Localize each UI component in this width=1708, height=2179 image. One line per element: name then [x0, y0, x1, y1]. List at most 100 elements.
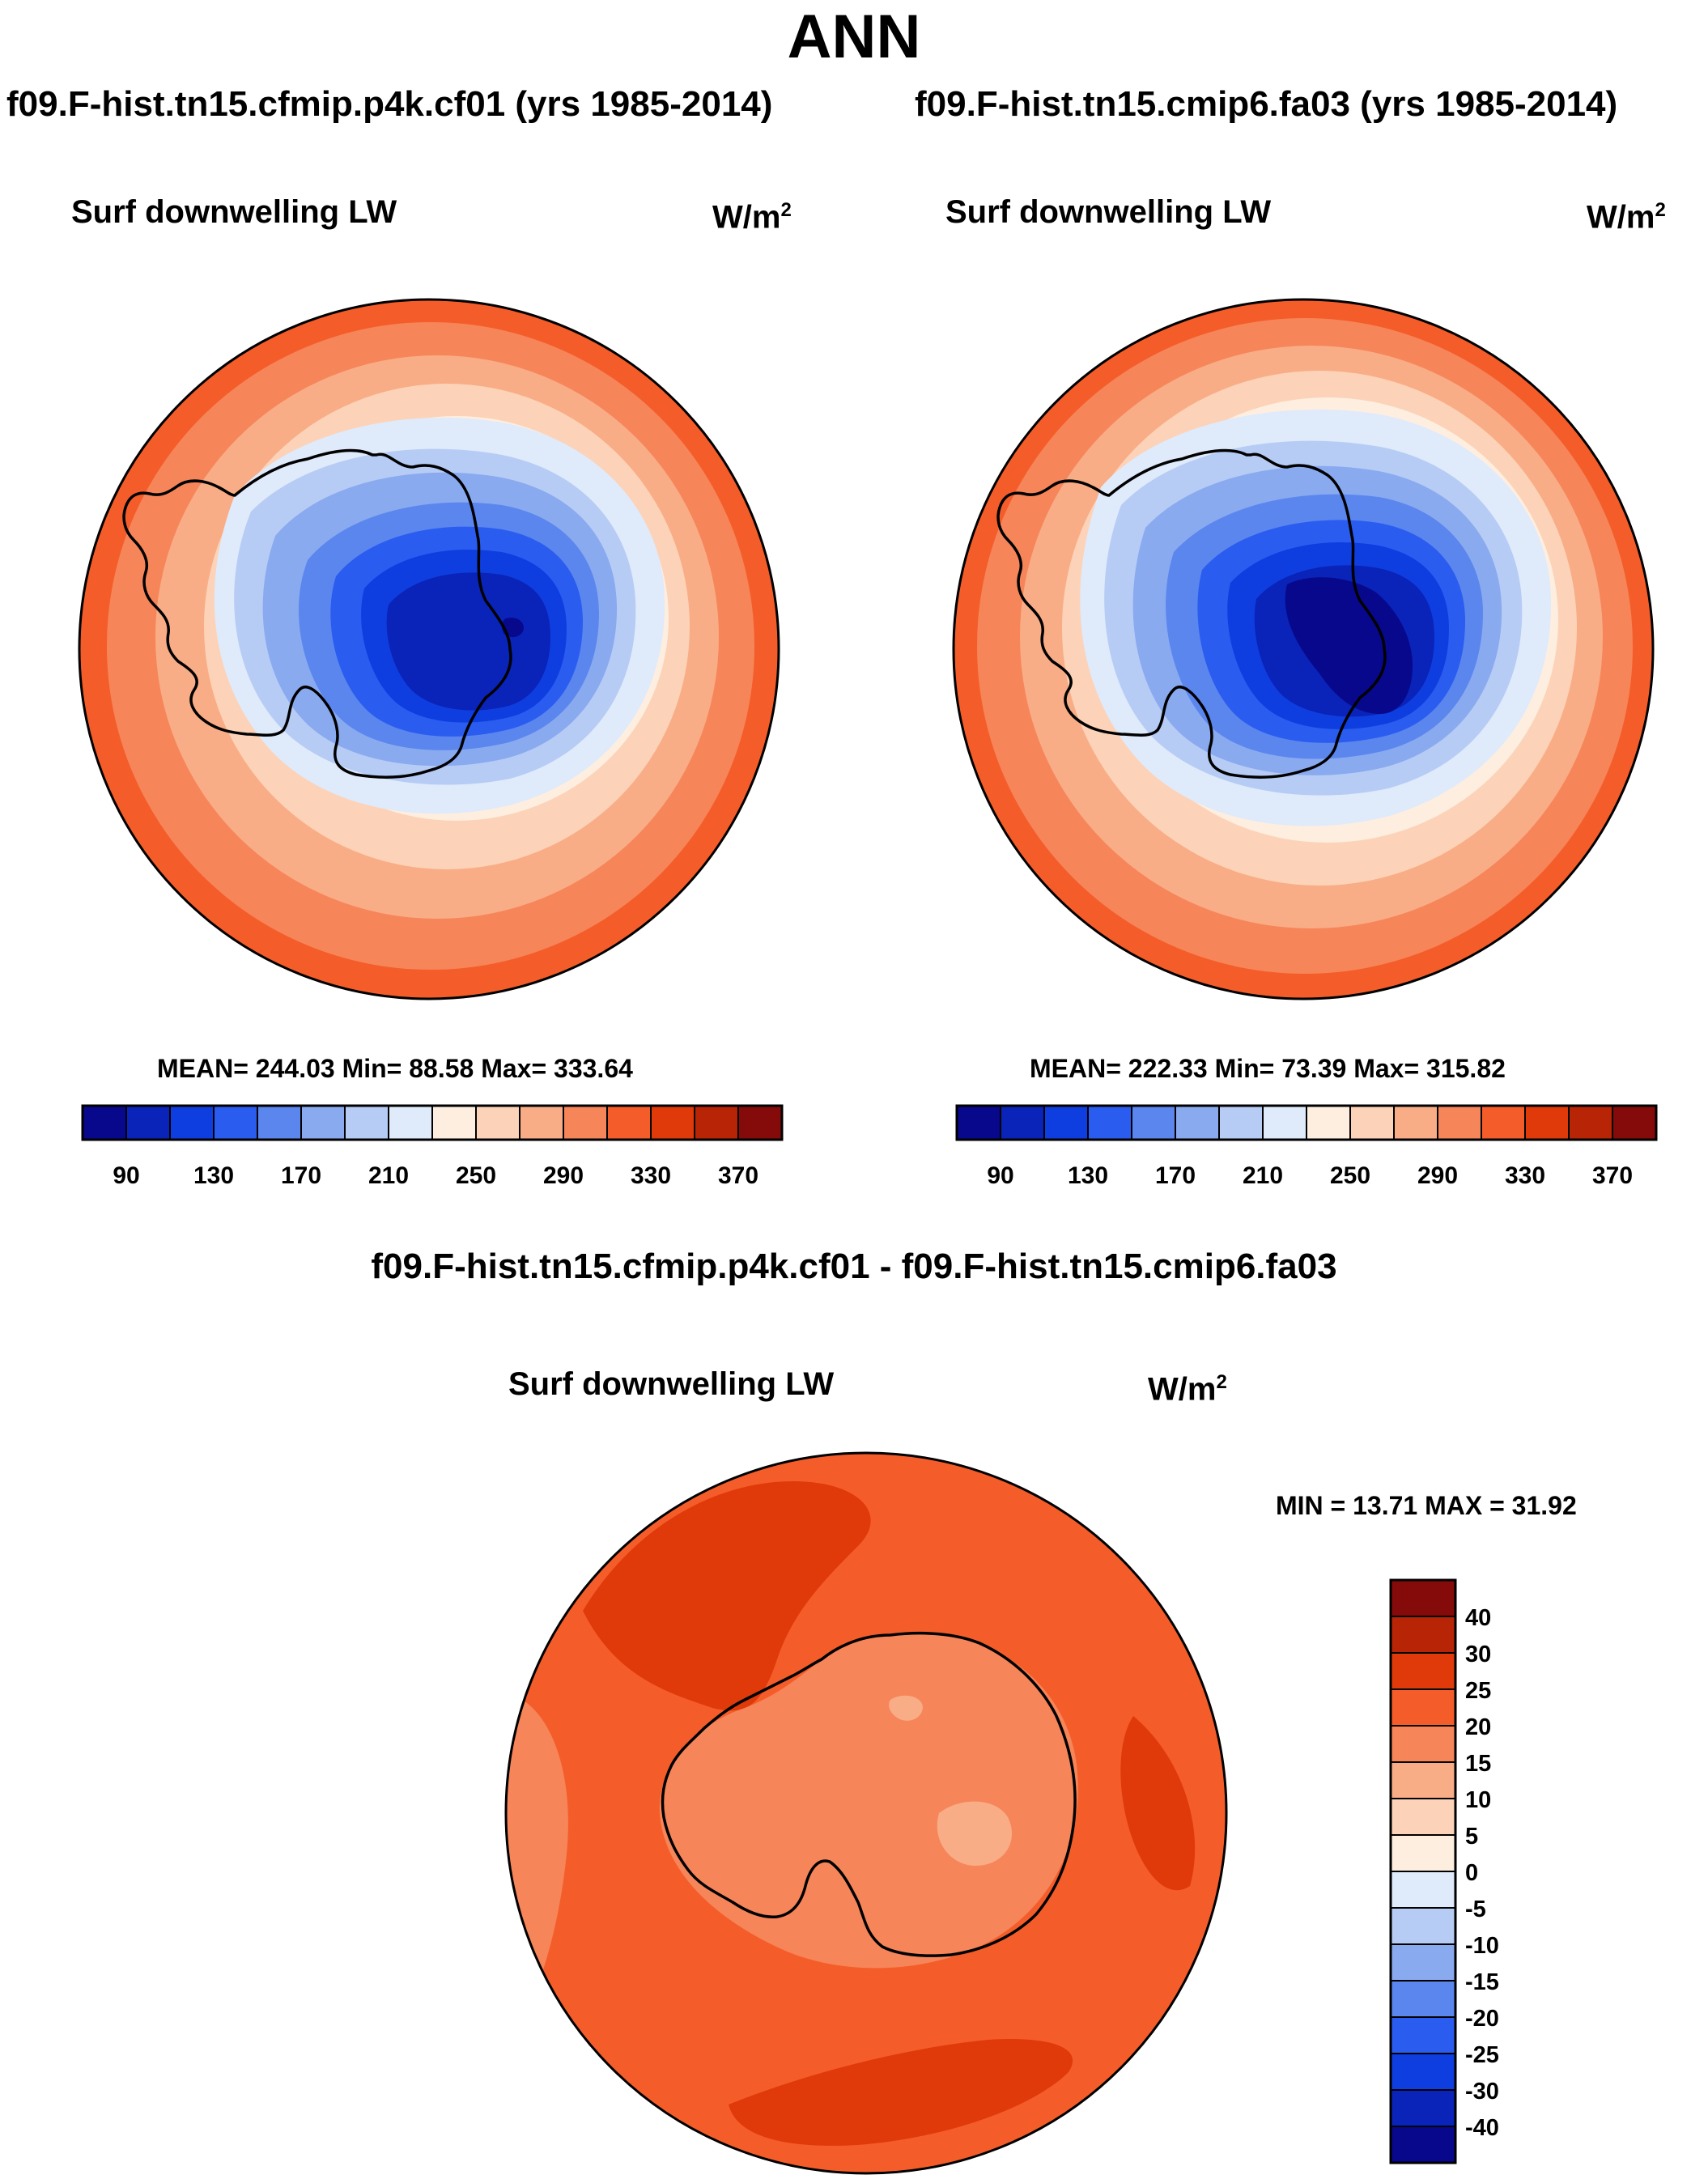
diff-region-north — [583, 1481, 871, 1711]
colorbar-label: -15 — [1465, 1969, 1499, 1995]
colorbar-box — [1390, 1688, 1456, 1727]
colorbar-label: 90 — [113, 1162, 139, 1189]
colorbar-label: -10 — [1465, 1933, 1499, 1959]
diff-panel-title: f09.F-hist.tn15.cfmip.p4k.cf01 - f09.F-h… — [371, 1247, 1337, 1286]
colorbar-label: 210 — [1243, 1162, 1283, 1189]
colorbar-box — [563, 1105, 608, 1140]
colorbar-frame — [81, 1104, 784, 1141]
map-diff-border — [504, 1451, 1228, 2175]
colorbar-box — [213, 1105, 258, 1140]
colorbar-box — [1131, 1105, 1176, 1140]
diff-region-plateau-b — [889, 1695, 923, 1721]
colorbar-label: 370 — [718, 1162, 758, 1189]
panel-left-case-title: f09.F-hist.tn15.cfmip.p4k.cf01 (yrs 1985… — [6, 84, 773, 124]
colorbar-box — [257, 1105, 302, 1140]
colorbar-box — [1390, 1943, 1456, 1981]
colorbar-box — [1390, 1652, 1456, 1690]
colorbar-box — [1043, 1105, 1089, 1140]
panel-left-units: W/m2 — [712, 199, 792, 236]
colorbar-label: 5 — [1465, 1824, 1478, 1850]
diff-panel-variable: Surf downwelling LW — [508, 1366, 835, 1402]
colorbar-box — [650, 1105, 695, 1140]
colorbar-box — [1390, 2053, 1456, 2091]
colorbar-box — [300, 1105, 346, 1140]
colorbar-label: 90 — [987, 1162, 1013, 1189]
colorbar-label: -40 — [1465, 2115, 1499, 2141]
colorbar-box — [1390, 2016, 1456, 2054]
colorbar-box — [1175, 1105, 1220, 1140]
colorbar-diff: 40 30 25 20 15 10 5 0 -5 -10 -15 -20 -25 -30 -40 — [1389, 1578, 1499, 2164]
colorbar-label: 10 — [1465, 1787, 1491, 1813]
colorbar-label: 250 — [1330, 1162, 1370, 1189]
colorbar-label: -25 — [1465, 2042, 1499, 2068]
colorbar-box — [1437, 1105, 1482, 1140]
colorbar-box — [1390, 1834, 1456, 1872]
map-right-border — [952, 298, 1655, 1000]
colorbar-box — [1087, 1105, 1132, 1140]
colorbar-box — [956, 1105, 1001, 1140]
map-left-border — [78, 298, 780, 1000]
antarctica-coastline — [122, 448, 512, 779]
diff-panel-stats: MIN = 13.71 MAX = 31.92 — [1276, 1491, 1577, 1520]
colorbar-left: 90 130 170 210 250 290 330 370 — [81, 1104, 784, 1189]
panel-right-variable: Surf downwelling LW — [945, 194, 1272, 230]
colorbar-box — [1390, 1579, 1456, 1617]
colorbar-label: 330 — [631, 1162, 671, 1189]
diff-region-plateau-a — [937, 1801, 1013, 1866]
antarctica-coastline — [996, 448, 1387, 779]
colorbar-label: 130 — [1068, 1162, 1108, 1189]
colorbar-box — [737, 1105, 783, 1140]
colorbar-label: -20 — [1465, 2006, 1499, 2032]
colorbar-label: -30 — [1465, 2079, 1499, 2105]
colorbar-box — [475, 1105, 520, 1140]
diff-region-south — [729, 2039, 1073, 2146]
colorbar-box — [125, 1105, 171, 1140]
colorbar-right: 90 130 170 210 250 290 330 370 — [955, 1104, 1658, 1189]
colorbar-box — [1262, 1105, 1307, 1140]
colorbar-box — [1390, 1871, 1456, 1909]
colorbar-label: 170 — [1155, 1162, 1196, 1189]
ring-13 — [1285, 577, 1413, 714]
colorbar-box — [1612, 1105, 1657, 1140]
colorbar-label: 15 — [1465, 1751, 1491, 1777]
map-left — [78, 298, 780, 1000]
colorbar-box — [1390, 1725, 1456, 1763]
colorbar-label: 250 — [456, 1162, 496, 1189]
colorbar-box — [1568, 1105, 1613, 1140]
colorbar-box — [606, 1105, 652, 1140]
colorbar-box — [344, 1105, 389, 1140]
colorbar-box — [169, 1105, 215, 1140]
colorbar-box — [1390, 1980, 1456, 2018]
colorbar-label: 370 — [1592, 1162, 1633, 1189]
colorbar-box — [1000, 1105, 1045, 1140]
ring-12 — [386, 572, 550, 711]
panel-right-case-title: f09.F-hist.tn15.cmip6.fa03 (yrs 1985-201… — [915, 84, 1618, 124]
colorbar-box — [1390, 1761, 1456, 1799]
colorbar-box — [1390, 1907, 1456, 1945]
colorbar-label: 20 — [1465, 1714, 1491, 1740]
diff-region-east — [1120, 1716, 1196, 1891]
colorbar-box — [1218, 1105, 1264, 1140]
colorbar-box — [1390, 2089, 1456, 2127]
colorbar-label: 170 — [281, 1162, 321, 1189]
colorbar-label: -5 — [1465, 1897, 1486, 1922]
antarctica-coastline — [661, 1631, 1077, 1957]
colorbar-label: 330 — [1505, 1162, 1545, 1189]
colorbar-label: 30 — [1465, 1642, 1491, 1667]
colorbar-box — [82, 1105, 127, 1140]
colorbar-box — [1390, 1616, 1456, 1654]
colorbar-label: 290 — [543, 1162, 584, 1189]
colorbar-box — [388, 1105, 433, 1140]
colorbar-label: 210 — [368, 1162, 409, 1189]
colorbar-box — [694, 1105, 739, 1140]
colorbar-label: 130 — [193, 1162, 234, 1189]
diff-region-continent — [659, 1633, 1078, 1969]
colorbar-frame — [955, 1104, 1658, 1141]
colorbar-box — [1390, 1798, 1456, 1836]
colorbar-box — [1393, 1105, 1438, 1140]
map-diff — [504, 1451, 1228, 2175]
diff-panel-units: W/m2 — [1148, 1371, 1227, 1408]
colorbar-box — [1524, 1105, 1570, 1140]
panel-left-stats: MEAN= 244.03 Min= 88.58 Max= 333.64 — [157, 1054, 633, 1083]
colorbar-box — [1306, 1105, 1351, 1140]
